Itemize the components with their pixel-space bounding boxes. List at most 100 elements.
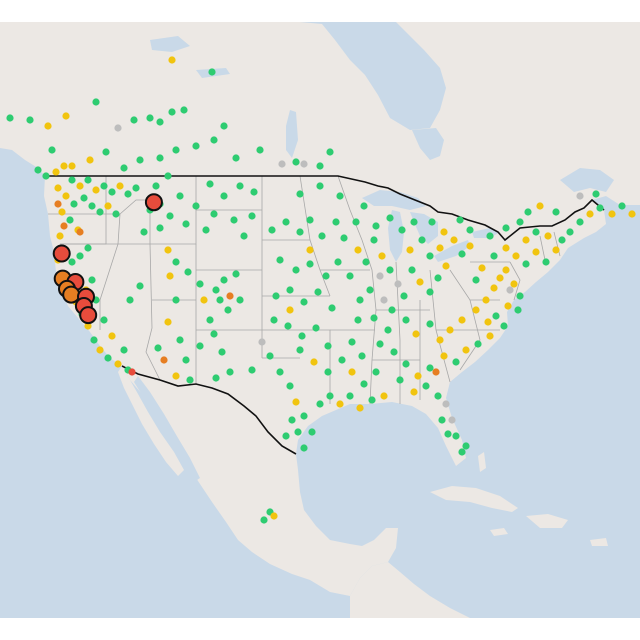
aqi-station-dot[interactable] [124, 190, 132, 198]
aqi-station-dot[interactable] [34, 166, 42, 174]
aqi-station-dot[interactable] [390, 348, 398, 356]
aqi-station-dot[interactable] [502, 244, 510, 252]
aqi-station-dot[interactable] [60, 162, 68, 170]
aqi-station-dot[interactable] [486, 332, 494, 340]
aqi-station-dot[interactable] [354, 246, 362, 254]
aqi-station-dot[interactable] [314, 288, 322, 296]
aqi-station-dot[interactable] [328, 304, 336, 312]
aqi-station-dot[interactable] [300, 412, 308, 420]
aqi-station-dot[interactable] [226, 368, 234, 376]
aqi-station-dot[interactable] [412, 330, 420, 338]
aqi-station-dot[interactable] [558, 236, 566, 244]
aqi-station-dot[interactable] [276, 368, 284, 376]
aqi-station-dot[interactable] [224, 306, 232, 314]
aqi-highlight-marker[interactable] [144, 193, 163, 212]
aqi-station-dot[interactable] [114, 124, 122, 132]
aqi-station-dot[interactable] [232, 154, 240, 162]
aqi-station-dot[interactable] [296, 228, 304, 236]
aqi-station-dot[interactable] [356, 296, 364, 304]
aqi-station-dot[interactable] [576, 192, 584, 200]
aqi-station-dot[interactable] [452, 432, 460, 440]
aqi-station-dot[interactable] [552, 208, 560, 216]
aqi-station-dot[interactable] [306, 246, 314, 254]
aqi-station-dot[interactable] [76, 228, 84, 236]
aqi-station-dot[interactable] [336, 400, 344, 408]
aqi-station-dot[interactable] [436, 244, 444, 252]
aqi-station-dot[interactable] [168, 108, 176, 116]
aqi-station-dot[interactable] [452, 358, 460, 366]
aqi-station-dot[interactable] [132, 184, 140, 192]
aqi-station-dot[interactable] [340, 234, 348, 242]
aqi-station-dot[interactable] [410, 218, 418, 226]
aqi-station-dot[interactable] [250, 188, 258, 196]
aqi-station-dot[interactable] [286, 286, 294, 294]
aqi-station-dot[interactable] [618, 202, 626, 210]
aqi-station-dot[interactable] [196, 280, 204, 288]
aqi-station-dot[interactable] [300, 444, 308, 452]
aqi-station-dot[interactable] [172, 146, 180, 154]
aqi-station-dot[interactable] [62, 112, 70, 120]
aqi-station-dot[interactable] [54, 200, 62, 208]
aqi-station-dot[interactable] [586, 210, 594, 218]
aqi-station-dot[interactable] [296, 190, 304, 198]
aqi-station-dot[interactable] [312, 324, 320, 332]
aqi-station-dot[interactable] [356, 404, 364, 412]
aqi-station-dot[interactable] [576, 218, 584, 226]
aqi-station-dot[interactable] [486, 232, 494, 240]
aqi-station-dot[interactable] [276, 256, 284, 264]
aqi-station-dot[interactable] [376, 340, 384, 348]
aqi-station-dot[interactable] [298, 332, 306, 340]
aqi-station-dot[interactable] [102, 148, 110, 156]
aqi-station-dot[interactable] [502, 224, 510, 232]
aqi-station-dot[interactable] [212, 286, 220, 294]
aqi-station-dot[interactable] [318, 232, 326, 240]
aqi-station-dot[interactable] [166, 212, 174, 220]
aqi-station-dot[interactable] [58, 208, 66, 216]
aqi-station-dot[interactable] [536, 202, 544, 210]
aqi-station-dot[interactable] [44, 122, 52, 130]
aqi-station-dot[interactable] [136, 282, 144, 290]
aqi-station-dot[interactable] [422, 382, 430, 390]
aqi-station-dot[interactable] [306, 216, 314, 224]
aqi-station-dot[interactable] [442, 262, 450, 270]
aqi-station-dot[interactable] [472, 306, 480, 314]
aqi-station-dot[interactable] [362, 258, 370, 266]
aqi-station-dot[interactable] [6, 114, 14, 122]
aqi-station-dot[interactable] [76, 182, 84, 190]
aqi-station-dot[interactable] [316, 162, 324, 170]
aqi-station-dot[interactable] [136, 156, 144, 164]
aqi-station-dot[interactable] [126, 296, 134, 304]
aqi-station-dot[interactable] [462, 346, 470, 354]
aqi-station-dot[interactable] [52, 168, 60, 176]
aqi-station-dot[interactable] [410, 388, 418, 396]
aqi-station-dot[interactable] [398, 226, 406, 234]
aqi-station-dot[interactable] [326, 392, 334, 400]
aqi-station-dot[interactable] [288, 416, 296, 424]
aqi-station-dot[interactable] [180, 106, 188, 114]
aqi-highlight-marker[interactable] [79, 306, 98, 325]
aqi-station-dot[interactable] [206, 316, 214, 324]
aqi-station-dot[interactable] [378, 252, 386, 260]
aqi-station-dot[interactable] [324, 368, 332, 376]
aqi-station-dot[interactable] [384, 326, 392, 334]
aqi-station-dot[interactable] [62, 192, 70, 200]
aqi-station-dot[interactable] [402, 316, 410, 324]
aqi-station-dot[interactable] [226, 292, 234, 300]
aqi-station-dot[interactable] [352, 218, 360, 226]
aqi-station-dot[interactable] [164, 172, 172, 180]
aqi-station-dot[interactable] [456, 216, 464, 224]
aqi-station-dot[interactable] [116, 182, 124, 190]
aqi-highlight-marker[interactable] [62, 285, 81, 304]
aqi-station-dot[interactable] [524, 208, 532, 216]
aqi-station-dot[interactable] [120, 164, 128, 172]
aqi-station-dot[interactable] [484, 318, 492, 326]
aqi-station-dot[interactable] [448, 416, 456, 424]
aqi-station-dot[interactable] [236, 296, 244, 304]
aqi-station-dot[interactable] [270, 316, 278, 324]
aqi-station-dot[interactable] [512, 252, 520, 260]
aqi-station-dot[interactable] [88, 276, 96, 284]
aqi-station-dot[interactable] [256, 146, 264, 154]
aqi-station-dot[interactable] [166, 272, 174, 280]
aqi-station-dot[interactable] [120, 346, 128, 354]
aqi-station-dot[interactable] [482, 296, 490, 304]
